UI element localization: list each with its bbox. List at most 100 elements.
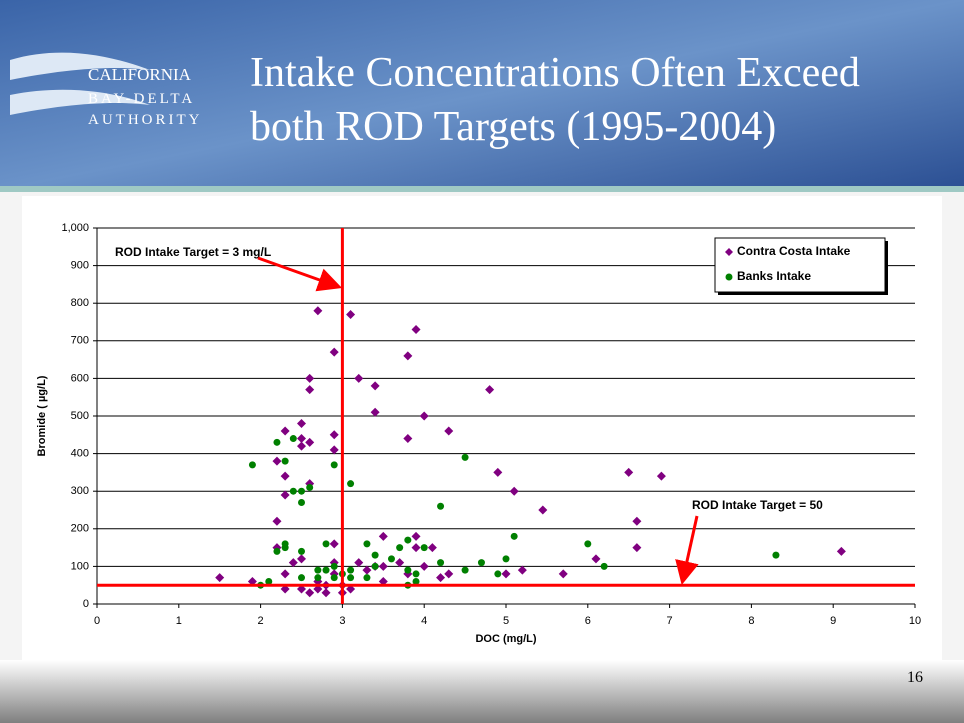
- point: [538, 505, 548, 515]
- point: [297, 554, 306, 564]
- point: [280, 471, 290, 481]
- point: [403, 434, 413, 444]
- legend-label: Contra Costa Intake: [737, 244, 851, 258]
- point: [313, 584, 323, 594]
- point: [444, 569, 454, 579]
- point: [501, 569, 511, 579]
- footer-band: [0, 660, 964, 723]
- annotation: ROD Intake Target = 3 mg/L: [115, 245, 271, 259]
- point: [281, 544, 289, 552]
- point: [305, 385, 315, 395]
- point: [363, 540, 371, 548]
- point: [362, 565, 372, 575]
- point: [600, 562, 608, 570]
- point: [354, 373, 364, 383]
- y-tick-label: 200: [71, 523, 89, 535]
- point: [412, 570, 420, 578]
- x-tick-label: 5: [503, 615, 509, 627]
- point: [378, 531, 388, 541]
- point: [248, 461, 256, 469]
- point: [289, 487, 297, 495]
- point: [363, 574, 371, 582]
- point: [329, 430, 339, 440]
- point: [411, 325, 421, 335]
- point: [412, 577, 420, 585]
- point: [591, 554, 601, 564]
- point: [354, 558, 364, 568]
- point: [314, 574, 322, 582]
- point: [444, 426, 454, 436]
- point: [404, 536, 412, 544]
- x-tick-label: 6: [585, 615, 591, 627]
- logo-swoosh: [10, 52, 150, 115]
- point: [297, 434, 306, 444]
- x-tick-label: 0: [94, 615, 100, 627]
- point: [297, 584, 306, 594]
- point: [305, 437, 315, 447]
- point: [477, 559, 485, 567]
- point: [772, 551, 780, 559]
- point: [272, 516, 282, 526]
- point: [314, 566, 322, 574]
- point: [273, 438, 281, 446]
- y-tick-label: 600: [71, 372, 89, 384]
- x-tick-label: 1: [176, 615, 182, 627]
- point: [306, 483, 314, 491]
- point: [321, 588, 331, 598]
- point: [346, 584, 356, 594]
- x-tick-label: 7: [667, 615, 673, 627]
- point: [305, 373, 315, 383]
- point: [387, 555, 395, 563]
- point: [411, 543, 421, 553]
- y-tick-label: 0: [83, 598, 89, 610]
- point: [247, 576, 257, 586]
- point: [272, 456, 282, 466]
- point: [371, 551, 379, 559]
- annotation-arrow: [675, 515, 699, 586]
- point: [403, 351, 413, 361]
- point: [510, 532, 518, 540]
- header-band: [0, 0, 964, 190]
- x-tick-label: 4: [421, 615, 427, 627]
- point: [273, 547, 281, 555]
- point: [298, 547, 305, 555]
- y-tick-label: 700: [71, 335, 89, 347]
- legend: [714, 237, 886, 293]
- point: [347, 480, 355, 488]
- point: [322, 566, 330, 574]
- y-tick-label: 100: [71, 560, 89, 572]
- logo-text: CALIFORNIA: [88, 65, 192, 84]
- page-number: 16: [907, 669, 923, 686]
- y-tick-label: 300: [71, 485, 89, 497]
- y-axis-label: Bromide ( µg/L): [36, 375, 48, 456]
- annotation: ROD Intake Target = 50: [692, 498, 823, 512]
- point: [370, 407, 380, 417]
- x-tick-label: 9: [830, 615, 836, 627]
- x-tick-label: 8: [748, 615, 754, 627]
- point: [289, 435, 297, 443]
- x-tick-label: 3: [339, 615, 345, 627]
- point: [396, 544, 404, 552]
- slide-title: Intake Concentrations Often Exceed: [250, 50, 860, 96]
- y-tick-label: 900: [71, 260, 89, 272]
- y-tick-label: 800: [71, 297, 89, 309]
- point: [419, 411, 429, 421]
- point: [584, 540, 592, 548]
- point: [436, 573, 446, 583]
- point: [298, 574, 305, 582]
- point: [493, 467, 503, 477]
- point: [632, 543, 642, 553]
- point: [558, 569, 568, 579]
- logo-text: AUTHORITY: [88, 112, 203, 128]
- point: [322, 540, 330, 548]
- point: [329, 347, 339, 357]
- point: [281, 457, 289, 465]
- point: [371, 562, 379, 570]
- point: [370, 381, 380, 391]
- point: [288, 558, 298, 568]
- point: [297, 419, 306, 429]
- point: [330, 562, 338, 570]
- point: [419, 561, 429, 571]
